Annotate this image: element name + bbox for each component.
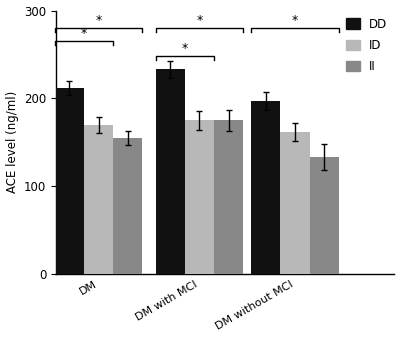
- Text: *: *: [182, 42, 188, 55]
- Bar: [310, 157, 339, 274]
- Bar: [84, 125, 113, 274]
- Bar: [214, 120, 243, 274]
- Text: *: *: [81, 27, 87, 40]
- Bar: [280, 132, 310, 274]
- Text: *: *: [96, 14, 102, 27]
- Bar: [113, 138, 142, 274]
- Bar: [185, 120, 214, 274]
- Text: *: *: [196, 14, 202, 27]
- Bar: [55, 88, 84, 274]
- Y-axis label: ACE level (ng/ml): ACE level (ng/ml): [6, 91, 18, 193]
- Text: *: *: [292, 14, 298, 27]
- Bar: [251, 101, 280, 274]
- Bar: [156, 69, 185, 274]
- Legend: DD, ID, II: DD, ID, II: [341, 13, 392, 78]
